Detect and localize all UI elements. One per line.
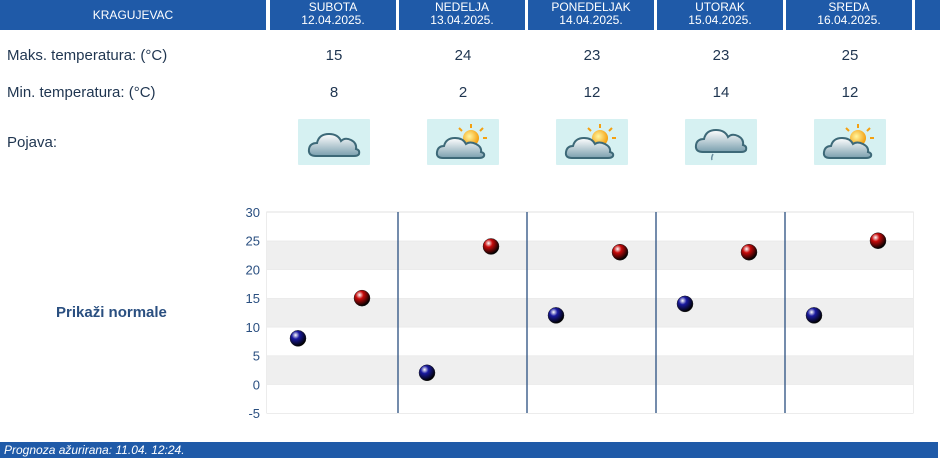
day-header-4: UTORAK 15.04.2025. bbox=[657, 0, 783, 30]
y-tick-label: 0 bbox=[253, 377, 260, 392]
cloud-drizzle-icon bbox=[685, 119, 757, 165]
city-name: KRAGUJEVAC bbox=[0, 0, 266, 30]
day-name: PONEDELJAK bbox=[551, 0, 631, 14]
header-end-cell bbox=[915, 0, 940, 30]
min-temp-point bbox=[805, 307, 823, 324]
y-tick-label: -5 bbox=[248, 406, 260, 421]
max-temp-value: 24 bbox=[454, 47, 472, 64]
y-tick-label: 30 bbox=[246, 205, 260, 220]
day-header-5: SREDA 16.04.2025. bbox=[786, 0, 912, 30]
show-normals-link[interactable]: Prikaži normale bbox=[56, 304, 167, 321]
day-name: SREDA bbox=[828, 0, 870, 14]
max-temp-point bbox=[611, 243, 629, 261]
forecast-header: KRAGUJEVAC SUBOTA 12.04.2025. NEDELJA 13… bbox=[0, 0, 940, 30]
max-temp-value: 25 bbox=[841, 47, 859, 64]
temperature-chart: -5 0 5 10 15 20 25 30 bbox=[246, 205, 914, 421]
min-temp-point bbox=[676, 295, 694, 313]
grid-band bbox=[267, 355, 913, 385]
y-tick-label: 10 bbox=[246, 320, 260, 335]
min-temp-label: Min. temperatura: (°C) bbox=[7, 84, 156, 101]
grid-band bbox=[267, 240, 913, 270]
max-temp-label: Maks. temperatura: (°C) bbox=[7, 47, 168, 64]
grid-band bbox=[267, 298, 913, 327]
max-temp-point bbox=[740, 243, 758, 261]
grid-band bbox=[267, 384, 913, 413]
max-temp-value: 23 bbox=[712, 47, 730, 64]
partly-sunny-icon bbox=[814, 119, 886, 165]
max-temp-point bbox=[482, 238, 500, 255]
min-temp-point bbox=[289, 330, 307, 347]
day-date: 16.04.2025. bbox=[817, 13, 881, 27]
day-date: 15.04.2025. bbox=[688, 13, 752, 27]
min-temp-value: 12 bbox=[583, 84, 601, 101]
day-date: 14.04.2025. bbox=[559, 13, 623, 27]
day-name: NEDELJA bbox=[434, 0, 490, 14]
y-tick-label: 20 bbox=[246, 262, 260, 277]
grid-band bbox=[267, 326, 913, 356]
min-temp-value: 12 bbox=[841, 84, 859, 101]
cloud-icon bbox=[298, 119, 370, 165]
day-header-3: PONEDELJAK 14.04.2025. bbox=[528, 0, 654, 30]
partly-sunny-icon bbox=[556, 119, 628, 165]
min-temp-point bbox=[418, 364, 436, 382]
y-tick-label: 15 bbox=[246, 291, 260, 306]
day-date: 12.04.2025. bbox=[301, 13, 365, 27]
day-date: 13.04.2025. bbox=[430, 13, 494, 27]
forecast-updated-footer: Prognoza ažurirana: 11.04. 12:24. bbox=[0, 442, 938, 458]
day-name: SUBOTA bbox=[308, 0, 358, 14]
day-header-2: NEDELJA 13.04.2025. bbox=[399, 0, 525, 30]
max-temp-value: 23 bbox=[583, 47, 601, 64]
min-temp-value: 2 bbox=[458, 84, 468, 101]
day-name: UTORAK bbox=[695, 0, 745, 14]
min-temp-value: 14 bbox=[712, 84, 730, 101]
grid-band bbox=[267, 212, 913, 241]
y-tick-label: 25 bbox=[246, 234, 260, 249]
max-temp-point bbox=[353, 289, 371, 307]
grid-band bbox=[267, 269, 913, 299]
partly-sunny-icon bbox=[427, 119, 499, 165]
max-temp-point bbox=[869, 232, 887, 249]
phenomenon-label: Pojava: bbox=[7, 134, 58, 151]
day-header-1: SUBOTA 12.04.2025. bbox=[270, 0, 396, 30]
max-temp-value: 15 bbox=[325, 47, 343, 64]
min-temp-value: 8 bbox=[329, 84, 339, 101]
min-temp-point bbox=[547, 307, 565, 324]
y-tick-label: 5 bbox=[253, 349, 260, 364]
